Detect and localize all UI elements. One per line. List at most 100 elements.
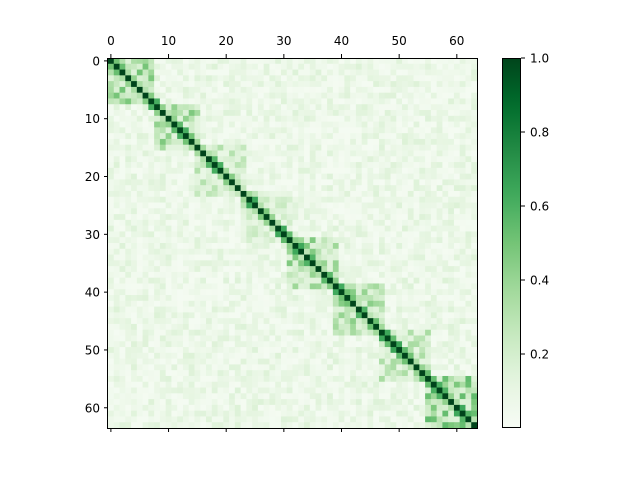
heatmap-cell bbox=[332, 243, 340, 250]
heatmap-cell bbox=[286, 329, 293, 336]
heatmap-cell bbox=[240, 416, 247, 423]
heatmap-cell bbox=[252, 225, 259, 232]
heatmap-cell bbox=[257, 271, 265, 279]
heatmap-cell bbox=[350, 375, 357, 383]
heatmap-cell bbox=[136, 98, 143, 105]
heatmap-cell bbox=[465, 162, 472, 169]
heatmap-cell bbox=[159, 370, 167, 377]
heatmap-cell bbox=[108, 248, 115, 255]
heatmap-cell bbox=[465, 225, 472, 232]
heatmap-cell bbox=[471, 323, 478, 331]
heatmap-cell bbox=[206, 156, 213, 163]
heatmap-cell bbox=[465, 254, 472, 261]
heatmap-cell bbox=[384, 335, 391, 342]
heatmap-cell bbox=[309, 271, 316, 279]
heatmap-cell bbox=[171, 69, 178, 76]
heatmap-cell bbox=[407, 312, 414, 319]
heatmap-cell bbox=[384, 179, 391, 186]
heatmap-cell bbox=[332, 138, 340, 146]
heatmap-cell bbox=[188, 110, 195, 117]
heatmap-cell bbox=[327, 416, 334, 423]
heatmap-cell bbox=[453, 271, 461, 279]
heatmap-cell bbox=[436, 254, 443, 261]
heatmap-cell bbox=[136, 399, 143, 406]
heatmap-cell bbox=[125, 393, 132, 400]
heatmap-cell bbox=[154, 318, 161, 325]
heatmap-cell bbox=[390, 329, 397, 336]
heatmap-cell bbox=[298, 393, 305, 400]
heatmap-cell bbox=[257, 387, 265, 394]
heatmap-cell bbox=[442, 133, 449, 140]
heatmap-cell bbox=[171, 208, 178, 215]
heatmap-cell bbox=[246, 237, 253, 244]
heatmap-cell bbox=[142, 370, 149, 377]
heatmap-cell bbox=[430, 81, 438, 88]
heatmap-cell bbox=[119, 133, 126, 140]
heatmap-cell bbox=[131, 179, 138, 186]
heatmap-cell bbox=[286, 271, 293, 279]
heatmap-cell bbox=[350, 416, 357, 423]
heatmap-cell bbox=[355, 277, 363, 284]
heatmap-cell bbox=[280, 69, 288, 76]
heatmap-cell bbox=[113, 92, 120, 99]
heatmap-cell bbox=[384, 225, 391, 232]
heatmap-cell bbox=[378, 92, 386, 99]
heatmap-cell bbox=[229, 231, 236, 238]
heatmap-cell bbox=[309, 277, 316, 284]
heatmap-cell bbox=[269, 283, 276, 290]
heatmap-cell bbox=[200, 179, 207, 186]
heatmap-cell bbox=[206, 358, 213, 365]
heatmap-cell bbox=[131, 364, 138, 371]
heatmap-cell bbox=[240, 202, 247, 209]
heatmap-cell bbox=[252, 63, 259, 70]
heatmap-cell bbox=[430, 127, 438, 134]
heatmap-cell bbox=[182, 312, 190, 319]
heatmap-cell bbox=[159, 381, 167, 388]
heatmap-cell bbox=[459, 219, 466, 227]
heatmap-cell bbox=[298, 323, 305, 331]
heatmap-cell bbox=[125, 121, 132, 128]
heatmap-cell bbox=[430, 387, 438, 394]
heatmap-cell bbox=[269, 300, 276, 307]
heatmap-cell bbox=[355, 63, 363, 70]
heatmap-cell bbox=[344, 69, 351, 76]
heatmap-cell bbox=[327, 370, 334, 377]
heatmap-cell bbox=[396, 98, 403, 105]
heatmap-cell bbox=[257, 404, 265, 412]
heatmap-cell bbox=[131, 225, 138, 232]
heatmap-cell bbox=[194, 312, 201, 319]
heatmap-cell bbox=[304, 243, 311, 250]
heatmap-cell bbox=[263, 167, 270, 175]
heatmap-cell bbox=[367, 231, 374, 238]
heatmap-cell bbox=[246, 352, 253, 360]
heatmap-cell bbox=[229, 300, 236, 307]
heatmap-cell bbox=[234, 81, 242, 88]
heatmap-cell bbox=[246, 323, 253, 331]
heatmap-cell bbox=[275, 173, 282, 180]
heatmap-cell bbox=[159, 150, 167, 157]
heatmap-cell bbox=[402, 75, 409, 82]
heatmap-cell bbox=[125, 115, 132, 122]
heatmap-cell bbox=[442, 370, 449, 377]
heatmap-cell bbox=[206, 173, 213, 180]
heatmap-cell bbox=[315, 243, 322, 250]
heatmap-cell bbox=[453, 416, 461, 423]
heatmap-cell bbox=[407, 295, 414, 302]
heatmap-cell bbox=[315, 289, 322, 296]
heatmap-cell bbox=[125, 271, 132, 279]
heatmap-cell bbox=[269, 243, 276, 250]
heatmap-cell bbox=[148, 179, 155, 186]
heatmap-cell bbox=[361, 110, 368, 117]
heatmap-cell bbox=[234, 300, 242, 307]
heatmap-cell bbox=[206, 214, 213, 221]
heatmap-cell bbox=[171, 306, 178, 313]
heatmap-cell bbox=[407, 341, 414, 348]
heatmap-cell bbox=[188, 190, 195, 198]
heatmap-cell bbox=[350, 150, 357, 157]
heatmap-cell bbox=[402, 162, 409, 169]
heatmap-cell bbox=[396, 306, 403, 313]
heatmap-cell bbox=[367, 370, 374, 377]
heatmap-cell bbox=[459, 75, 466, 82]
heatmap-cell bbox=[315, 150, 322, 157]
heatmap-cell bbox=[396, 225, 403, 232]
